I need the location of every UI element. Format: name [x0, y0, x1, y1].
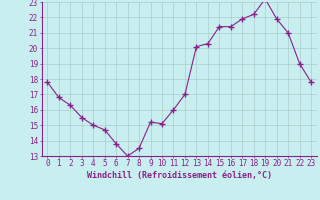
X-axis label: Windchill (Refroidissement éolien,°C): Windchill (Refroidissement éolien,°C): [87, 171, 272, 180]
